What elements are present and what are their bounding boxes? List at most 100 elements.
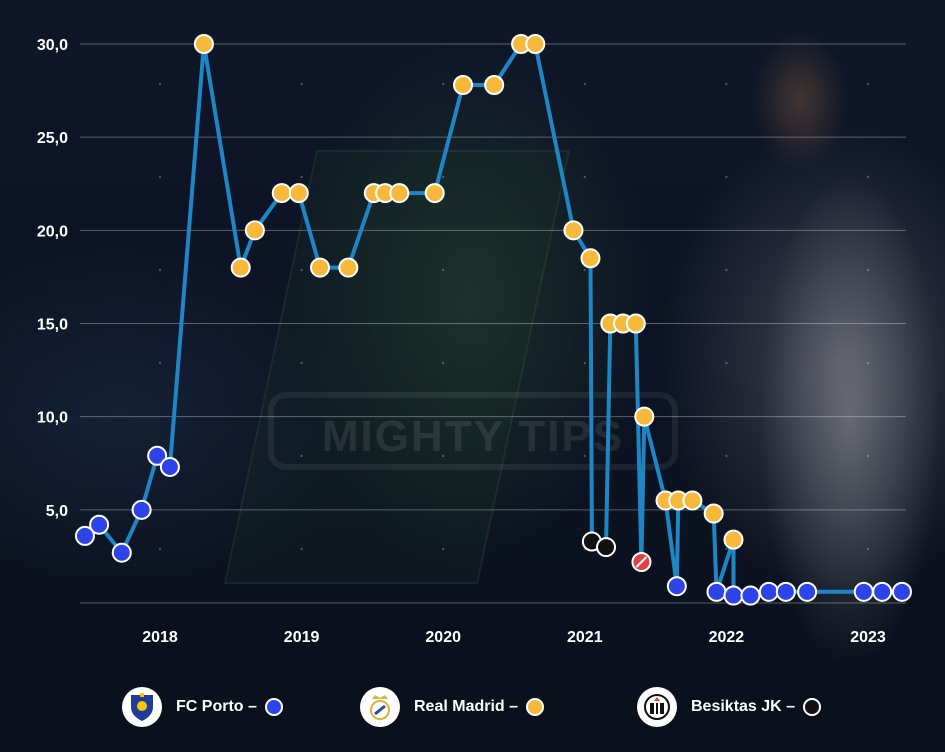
grid-dot	[725, 268, 728, 272]
data-point	[625, 313, 646, 334]
y-tick-label: 15,0	[37, 317, 68, 334]
data-point	[797, 581, 818, 602]
data-point	[596, 537, 617, 558]
y-tick-label: 25,0	[37, 130, 68, 147]
legend-label: Besiktas JK –	[691, 698, 796, 715]
grid-dot	[300, 361, 303, 365]
grid-dot	[866, 454, 870, 458]
data-point	[706, 581, 727, 602]
data-point	[230, 257, 251, 278]
data-point	[310, 257, 331, 278]
transfer-marker-slash	[635, 556, 648, 568]
grid-dot	[725, 454, 728, 458]
legend-item-fc-porto: FC Porto –	[122, 686, 283, 728]
grid-dot	[866, 361, 870, 365]
data-point	[758, 581, 779, 602]
data-point	[159, 456, 180, 477]
data-point	[271, 183, 292, 204]
grid-dot	[725, 547, 728, 551]
legend-item-real-madrid: Real Madrid –	[360, 686, 545, 728]
x-axis-tick-labels: 2018 2019 2020 2021 2022 2023	[142, 629, 886, 646]
grid-dot	[583, 82, 586, 86]
grid-dot	[866, 268, 870, 272]
gridlines	[80, 43, 906, 604]
data-point	[666, 576, 687, 597]
x-tick-label: 2020	[425, 629, 461, 646]
grid-dot	[300, 82, 303, 86]
data-point	[338, 257, 359, 278]
grid-dot	[866, 82, 870, 86]
grid-dot	[442, 361, 445, 365]
data-point	[580, 248, 601, 269]
grid-dot	[300, 454, 303, 458]
grid-dot	[442, 82, 445, 86]
data-point	[389, 183, 410, 204]
x-tick-label: 2022	[709, 629, 745, 646]
grid-dot	[583, 268, 586, 272]
data-point	[872, 581, 893, 602]
x-tick-label: 2023	[850, 629, 886, 646]
grid-dot	[158, 547, 162, 551]
y-tick-label: 10,0	[37, 410, 68, 427]
mighty-tips-watermark: MIGHTY TIPS	[268, 392, 678, 470]
grid-dot	[300, 175, 303, 179]
grid-dot	[442, 175, 445, 179]
data-points	[74, 34, 912, 606]
data-point	[147, 445, 168, 466]
data-point	[131, 499, 152, 520]
data-point	[740, 585, 761, 606]
data-point	[525, 34, 546, 54]
real-madrid-crest-icon	[360, 687, 400, 727]
x-tick-label: 2018	[142, 629, 178, 646]
grid-dot	[442, 547, 445, 551]
grid-dot	[725, 82, 728, 86]
data-point	[89, 514, 110, 535]
y-tick-label: 5,0	[46, 503, 68, 520]
data-point	[424, 183, 445, 204]
grid-dot	[442, 454, 445, 458]
data-point	[193, 34, 214, 54]
data-point	[775, 581, 796, 602]
data-point	[453, 74, 474, 95]
grid-dot	[725, 361, 728, 365]
legend-dot	[526, 698, 545, 716]
grid-dot	[300, 268, 303, 272]
legend-label: FC Porto –	[176, 698, 257, 715]
grid-dot	[442, 268, 445, 272]
grid-dot	[158, 361, 162, 365]
data-point	[244, 220, 265, 241]
data-point	[723, 529, 744, 550]
value-line	[83, 42, 902, 598]
grid-dot	[725, 175, 728, 179]
legend-item-besiktas: Besiktas JK –	[637, 686, 822, 728]
data-point	[682, 490, 703, 511]
legend-label: Real Madrid –	[414, 698, 519, 715]
y-axis-tick-labels: 5,0 10,0 15,0 20,0 25,0 30,0	[37, 37, 68, 520]
data-point	[703, 503, 724, 524]
data-point	[891, 581, 912, 602]
data-point	[484, 74, 505, 95]
data-point	[634, 406, 655, 427]
x-tick-label: 2019	[284, 629, 320, 646]
besiktas-crest-icon	[637, 687, 677, 727]
grid-dot	[866, 547, 870, 551]
data-point	[853, 581, 874, 602]
data-point	[111, 542, 132, 563]
market-value-line-chart: 5,0 10,0 15,0 20,0 25,0 30,0 2018 2019 2020 2021…	[37, 34, 912, 646]
player-photo	[730, 0, 945, 752]
grid-dot	[300, 547, 303, 551]
grid-dot	[583, 454, 586, 458]
legend-dot	[264, 698, 283, 716]
x-tick-label: 2021	[567, 629, 603, 646]
grid-dot	[158, 175, 162, 179]
y-tick-label: 30,0	[37, 37, 68, 54]
data-point	[563, 220, 584, 241]
legend-dot	[803, 698, 822, 716]
grid-dot	[158, 82, 162, 86]
data-point	[723, 585, 744, 606]
y-tick-label: 20,0	[37, 223, 68, 240]
grid-dot	[866, 175, 870, 179]
fc-porto-crest-icon	[122, 687, 162, 727]
data-point	[288, 183, 309, 204]
